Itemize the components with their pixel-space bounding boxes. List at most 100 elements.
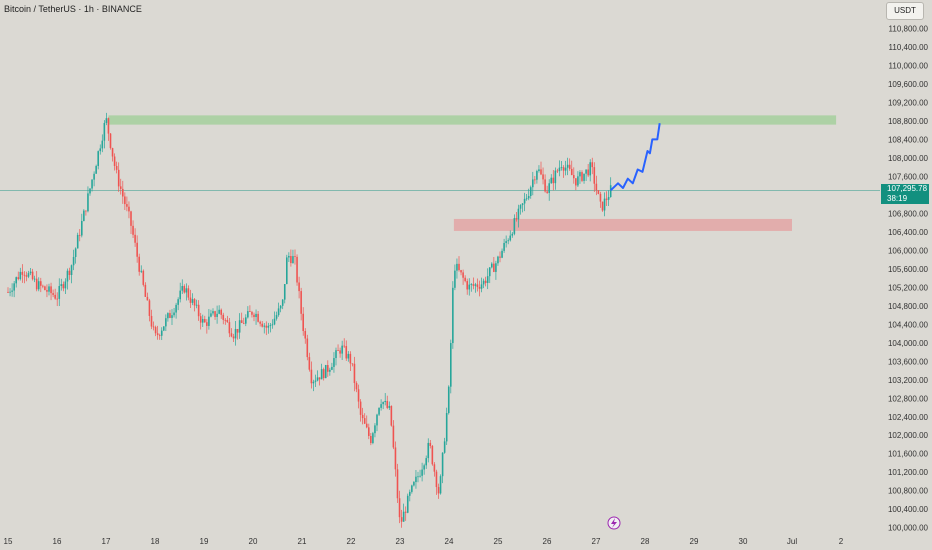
candle-body xyxy=(335,350,337,359)
candle-body xyxy=(204,319,206,323)
price-axis[interactable]: 110,800.00 110,400.00 110,000.00 109,600.00… xyxy=(888,24,929,532)
candle-body xyxy=(546,191,548,193)
candle-body xyxy=(294,256,296,257)
y-tick-label: 102,400.00 xyxy=(888,413,929,422)
currency-button[interactable]: USDT xyxy=(886,2,924,20)
candle-body xyxy=(433,464,436,472)
candle-body xyxy=(384,400,386,403)
y-tick-label: 110,800.00 xyxy=(889,24,929,33)
candle-body xyxy=(593,167,596,184)
y-tick-label: 100,800.00 xyxy=(888,487,929,496)
candle-body xyxy=(505,241,507,243)
candle-body xyxy=(488,267,491,277)
candle-body xyxy=(21,271,24,275)
candle-body xyxy=(513,218,516,234)
y-tick-label: 108,400.00 xyxy=(888,135,929,144)
projection-line xyxy=(610,123,661,192)
x-tick-label: 29 xyxy=(690,537,699,546)
candle-body xyxy=(343,345,345,347)
candle-body xyxy=(599,193,602,202)
candle-body xyxy=(302,313,304,332)
candle-body xyxy=(380,404,382,408)
candle-body xyxy=(425,458,427,466)
candle-body xyxy=(206,322,208,326)
candle-body xyxy=(570,168,573,176)
candle-body xyxy=(7,291,9,293)
candle-body xyxy=(247,311,249,318)
candle-body xyxy=(66,270,69,282)
candle-body xyxy=(327,365,329,372)
candle-body xyxy=(74,248,77,257)
candle-body xyxy=(378,407,380,415)
candle-body xyxy=(579,172,581,177)
last-price-value: 107,295.78 xyxy=(887,184,928,193)
candle-body xyxy=(35,278,38,290)
candle-body xyxy=(431,445,434,465)
candle-body xyxy=(140,270,143,272)
candle-body xyxy=(306,338,309,358)
candle-body xyxy=(415,476,417,483)
candle-body xyxy=(538,169,540,172)
candle-body xyxy=(156,333,159,336)
x-tick-label: 21 xyxy=(298,537,307,546)
candle-body xyxy=(265,325,268,328)
candle-body xyxy=(173,312,175,316)
candle-body xyxy=(374,425,376,434)
candle-body xyxy=(218,309,220,314)
candle-body xyxy=(450,343,452,387)
candle-body xyxy=(150,315,153,327)
candle-body xyxy=(320,369,323,380)
candle-body xyxy=(132,225,134,235)
candle-body xyxy=(468,284,471,290)
x-tick-label: 16 xyxy=(53,537,62,546)
candle-body xyxy=(64,281,67,289)
candle-body xyxy=(402,511,405,522)
candle-body xyxy=(308,357,311,370)
x-tick-label: 24 xyxy=(445,537,454,546)
candle-body xyxy=(554,170,557,184)
candle-body xyxy=(382,402,384,405)
candle-body xyxy=(497,256,499,264)
candle-body xyxy=(355,383,358,390)
candle-body xyxy=(429,442,432,446)
candle-body xyxy=(277,308,280,316)
candle-body xyxy=(499,256,501,258)
candle-body xyxy=(283,284,286,300)
candle-body xyxy=(48,286,50,292)
candle-body xyxy=(122,188,124,197)
candle-body xyxy=(179,290,181,300)
candle-body xyxy=(540,169,542,175)
candle-body xyxy=(310,369,313,384)
candle-body xyxy=(226,319,229,323)
candle-body xyxy=(181,286,184,291)
candle-body xyxy=(515,218,518,220)
candle-body xyxy=(44,286,46,291)
support-zone xyxy=(453,218,792,231)
time-axis[interactable]: 15 16 17 18 19 20 21 22 23 24 25 26 27 28 29 30 Jul 2 xyxy=(4,537,844,546)
candle-body xyxy=(60,284,63,286)
candle-body xyxy=(452,287,454,344)
candle-body xyxy=(345,346,348,359)
candle-body xyxy=(240,320,243,323)
candle-body xyxy=(255,313,257,318)
candle-body xyxy=(480,284,483,289)
candle-body xyxy=(316,377,319,381)
candle-body xyxy=(472,284,475,286)
lightning-icon[interactable] xyxy=(607,516,621,530)
y-tick-label: 110,000.00 xyxy=(889,61,929,70)
y-tick-label: 103,600.00 xyxy=(888,357,929,366)
candle-body xyxy=(242,322,245,324)
candle-body xyxy=(148,300,151,316)
candle-body xyxy=(216,313,218,317)
candle-body xyxy=(400,517,403,522)
candle-body xyxy=(581,172,583,181)
candle-body xyxy=(556,170,559,172)
candle-body xyxy=(187,288,190,298)
candle-body xyxy=(11,290,13,292)
candle-body xyxy=(210,313,212,317)
candle-body xyxy=(390,405,393,426)
candle-body xyxy=(542,174,544,180)
candle-body xyxy=(476,284,479,288)
candle-body xyxy=(601,201,604,211)
